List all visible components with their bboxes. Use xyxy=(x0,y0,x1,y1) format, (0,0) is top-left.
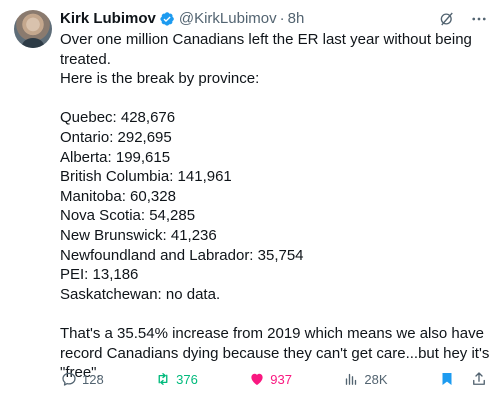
province-line: Newfoundland and Labrador: 35,754 xyxy=(60,246,304,264)
tweet-header: Kirk Lubimov @KirkLubimov · 8h xyxy=(60,8,490,30)
avatar-column xyxy=(14,8,60,402)
retweet-count: 376 xyxy=(176,371,198,387)
province-line: British Columbia: 141,961 xyxy=(60,168,232,186)
retweet-button[interactable]: 376 xyxy=(154,370,198,388)
bookmark-button[interactable] xyxy=(438,370,456,388)
share-button[interactable] xyxy=(470,370,488,388)
province-line: Alberta: 199,615 xyxy=(60,148,171,166)
avatar[interactable] xyxy=(14,10,52,48)
author-name[interactable]: Kirk Lubimov xyxy=(60,10,156,27)
province-line: Quebec: 428,676 xyxy=(60,109,176,127)
text-line: treated. xyxy=(60,50,111,68)
province-line: New Brunswick: 41,236 xyxy=(60,226,217,244)
action-right-group xyxy=(438,370,488,388)
tweet-time[interactable]: 8h xyxy=(287,10,305,27)
separator-dot: · xyxy=(279,10,285,27)
province-line: Ontario: 292,695 xyxy=(60,128,172,146)
tweet-actions: 128 376 937 28K xyxy=(60,367,488,391)
text-line: record Canadians dying because they can'… xyxy=(60,344,490,362)
like-count: 937 xyxy=(270,371,292,387)
verified-badge-icon xyxy=(159,11,175,27)
province-line: Manitoba: 60,328 xyxy=(60,187,176,205)
retweet-icon xyxy=(158,373,168,385)
analytics-icon xyxy=(346,373,357,385)
header-actions xyxy=(438,10,490,28)
tweet-content: Kirk Lubimov @KirkLubimov · 8h Over one … xyxy=(60,8,490,402)
text-line: Over one million Canadians left the ER l… xyxy=(60,31,472,48)
share-icon xyxy=(473,372,485,385)
text-line: Here is the break by province: xyxy=(60,70,260,88)
author-handle[interactable]: @KirkLubimov xyxy=(178,10,277,27)
province-line: Nova Scotia: 54,285 xyxy=(60,207,196,225)
province-line: PEI: 13,186 xyxy=(60,266,139,284)
more-options-icon[interactable] xyxy=(470,10,488,28)
like-button[interactable]: 937 xyxy=(248,370,292,388)
reply-count: 128 xyxy=(82,371,104,387)
text-line: "free". xyxy=(60,364,101,382)
grok-icon[interactable] xyxy=(438,10,456,28)
bookmark-icon xyxy=(442,373,452,385)
province-line: Saskatchewan: no data. xyxy=(60,285,221,303)
heart-icon xyxy=(251,373,263,385)
paragraph-gap xyxy=(60,89,490,109)
views-button[interactable]: 28K xyxy=(342,370,388,388)
reply-button[interactable]: 128 xyxy=(60,370,104,388)
reply-icon xyxy=(62,372,76,386)
text-line: That's a 35.54% increase from 2019 which… xyxy=(60,324,484,342)
paragraph-gap xyxy=(60,304,490,324)
tweet-text: Over one million Canadians left the ER l… xyxy=(60,30,490,383)
view-count: 28K xyxy=(364,371,388,387)
